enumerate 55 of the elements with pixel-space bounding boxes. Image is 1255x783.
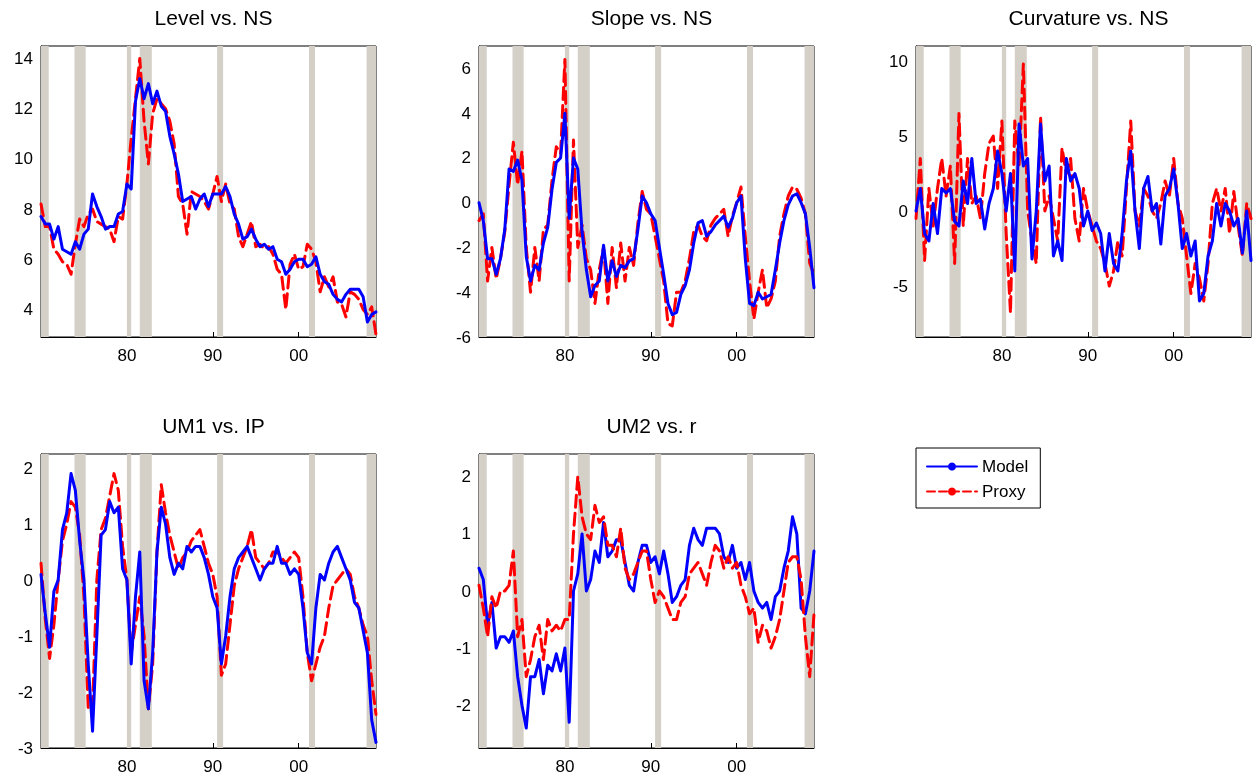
y-tick-label: 4 bbox=[461, 103, 471, 123]
x-tick-label: 00 bbox=[727, 757, 747, 776]
y-tick-label: 10 bbox=[889, 51, 908, 71]
y-tick-label: 0 bbox=[461, 581, 471, 601]
x-tick-label: 90 bbox=[203, 346, 223, 365]
line-series bbox=[477, 475, 816, 679]
y-tick-label: 14 bbox=[14, 49, 33, 69]
y-tick-label: 2 bbox=[461, 467, 471, 487]
x-tick-label: 90 bbox=[1078, 346, 1098, 365]
x-tick-label: 00 bbox=[727, 346, 747, 365]
legend-label: Model bbox=[982, 457, 1029, 476]
y-tick-label: 8 bbox=[23, 199, 33, 219]
x-tick-label: 90 bbox=[641, 757, 661, 776]
y-tick-label: -4 bbox=[455, 282, 471, 302]
x-tick-label: 90 bbox=[641, 346, 661, 365]
y-tick-label: -5 bbox=[892, 276, 908, 296]
x-tick-label: 80 bbox=[555, 757, 575, 776]
y-tick-label: 0 bbox=[23, 570, 33, 590]
x-tick-label: 00 bbox=[289, 346, 309, 365]
y-tick-label: 2 bbox=[23, 458, 33, 478]
line-series bbox=[477, 111, 816, 317]
x-tick-label: 80 bbox=[555, 346, 575, 365]
chart-title: UM1 vs. IP bbox=[162, 414, 265, 437]
y-tick-label: 10 bbox=[14, 149, 33, 169]
y-tick-label: 1 bbox=[461, 524, 471, 544]
y-tick-label: -3 bbox=[17, 738, 33, 758]
chart-title: UM2 vs. r bbox=[606, 414, 697, 437]
y-tick-label: -1 bbox=[17, 626, 33, 646]
x-tick-label: 00 bbox=[1164, 346, 1184, 365]
line-series bbox=[914, 62, 1253, 315]
y-tick-label: 2 bbox=[461, 148, 471, 168]
y-tick-label: 0 bbox=[461, 193, 471, 213]
x-tick-label: 90 bbox=[203, 757, 223, 776]
y-tick-label: -6 bbox=[455, 327, 471, 347]
line-series bbox=[477, 515, 816, 730]
line-series bbox=[914, 122, 1253, 303]
x-tick-label: 80 bbox=[117, 346, 137, 365]
chart-title: Curvature vs. NS bbox=[1008, 6, 1169, 29]
y-tick-label: 1 bbox=[23, 514, 33, 534]
y-tick-label: 12 bbox=[14, 99, 33, 119]
x-tick-label: 80 bbox=[992, 346, 1012, 365]
chart-title: Slope vs. NS bbox=[590, 6, 713, 29]
chart-title: Level vs. NS bbox=[154, 6, 273, 29]
y-tick-label: 0 bbox=[898, 201, 908, 221]
y-tick-label: -2 bbox=[455, 695, 471, 715]
y-tick-label: 6 bbox=[461, 58, 471, 78]
x-tick-label: 80 bbox=[117, 757, 137, 776]
y-tick-label: -1 bbox=[455, 638, 471, 658]
y-tick-label: 5 bbox=[898, 126, 908, 146]
y-tick-label: 4 bbox=[23, 299, 33, 319]
x-tick-label: 00 bbox=[289, 757, 309, 776]
y-tick-label: -2 bbox=[455, 237, 471, 257]
y-tick-label: -2 bbox=[17, 682, 33, 702]
legend-label: Proxy bbox=[982, 482, 1026, 501]
y-tick-label: 6 bbox=[23, 249, 33, 269]
